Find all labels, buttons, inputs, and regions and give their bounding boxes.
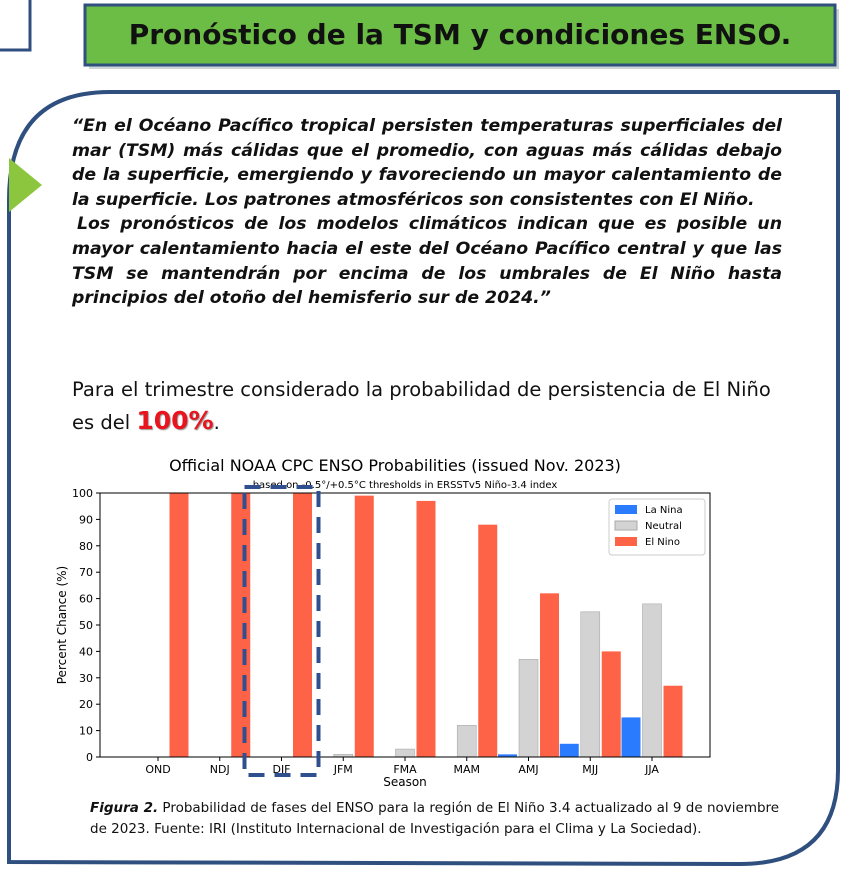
y-tick-label: 70 xyxy=(79,566,93,579)
bar xyxy=(293,493,312,757)
bar xyxy=(540,593,559,757)
bar xyxy=(621,717,641,757)
y-tick-label: 80 xyxy=(79,540,93,553)
caption-text: Probabilidad de fases del ENSO para la r… xyxy=(90,800,780,837)
bar xyxy=(478,524,498,757)
quote-paragraph: “En el Océano Pacífico tropical persiste… xyxy=(72,116,782,210)
side-box xyxy=(0,0,32,52)
legend-label: Neutral xyxy=(645,521,682,532)
x-tick-label: DJF xyxy=(272,763,290,776)
legend-swatch xyxy=(615,505,637,514)
y-tick-label: 100 xyxy=(72,487,93,500)
chart-subtitle: based on -0.5°/+0.5°C thresholds in ERSS… xyxy=(253,480,558,491)
statement-text: Para el trimestre considerado la probabi… xyxy=(72,378,771,434)
legend-swatch xyxy=(614,520,638,531)
statement: Para el trimestre considerado la probabi… xyxy=(72,374,782,438)
y-axis-label: Percent Chance (%) xyxy=(55,566,69,684)
y-tick-label: 90 xyxy=(79,513,93,526)
x-tick-label: MJJ xyxy=(582,763,598,776)
y-tick-label: 40 xyxy=(79,645,93,658)
x-tick-label: MAM xyxy=(453,763,480,776)
title-box xyxy=(83,3,837,67)
highlight-box xyxy=(242,485,321,777)
quote-paragraph: Los pronósticos de los modelos climático… xyxy=(72,214,782,309)
plot-frame xyxy=(99,492,711,758)
y-tick-label: 30 xyxy=(79,672,93,685)
legend-swatch xyxy=(615,537,637,546)
bar xyxy=(580,611,601,758)
chart-title: Official NOAA CPC ENSO Probabilities (is… xyxy=(169,456,621,475)
legend-label: El Nino xyxy=(645,537,680,548)
header-title: Pronóstico de la TSM y condiciones ENSO. xyxy=(128,18,792,51)
panel-frame xyxy=(7,90,840,867)
x-tick-label: FMA xyxy=(393,763,417,776)
x-tick-label: NDJ xyxy=(210,763,230,776)
statement-end: . xyxy=(213,411,220,434)
legend-label: La Nina xyxy=(645,505,683,516)
bar xyxy=(354,495,374,757)
arrow xyxy=(9,158,42,212)
caption: Figura 2. Probabilidad de fases del ENSO… xyxy=(90,798,790,840)
bar xyxy=(518,659,539,758)
y-tick-label: 20 xyxy=(79,698,93,711)
y-tick-label: 0 xyxy=(86,751,93,764)
x-tick-label: JJA xyxy=(644,763,659,776)
bar xyxy=(559,743,579,757)
bar xyxy=(642,603,662,758)
highlight: 100% xyxy=(136,406,214,435)
y-tick-label: 50 xyxy=(79,619,93,632)
x-tick-label: JFM xyxy=(333,763,353,776)
y-tick-label: 60 xyxy=(79,593,93,606)
bar xyxy=(601,651,621,757)
bar xyxy=(169,493,189,757)
bar xyxy=(416,500,436,757)
x-axis-label: Season xyxy=(383,775,427,789)
bar xyxy=(456,725,477,758)
bar xyxy=(663,685,683,757)
x-tick-label: OND xyxy=(145,763,170,776)
bar xyxy=(231,493,251,757)
caption-label: Figura 2. xyxy=(90,800,159,816)
bar xyxy=(498,754,517,757)
y-tick-label: 10 xyxy=(79,725,93,738)
x-tick-label: AMJ xyxy=(518,763,538,776)
bar xyxy=(395,748,415,758)
quote: “En el Océano Pacífico tropical persiste… xyxy=(72,114,782,311)
